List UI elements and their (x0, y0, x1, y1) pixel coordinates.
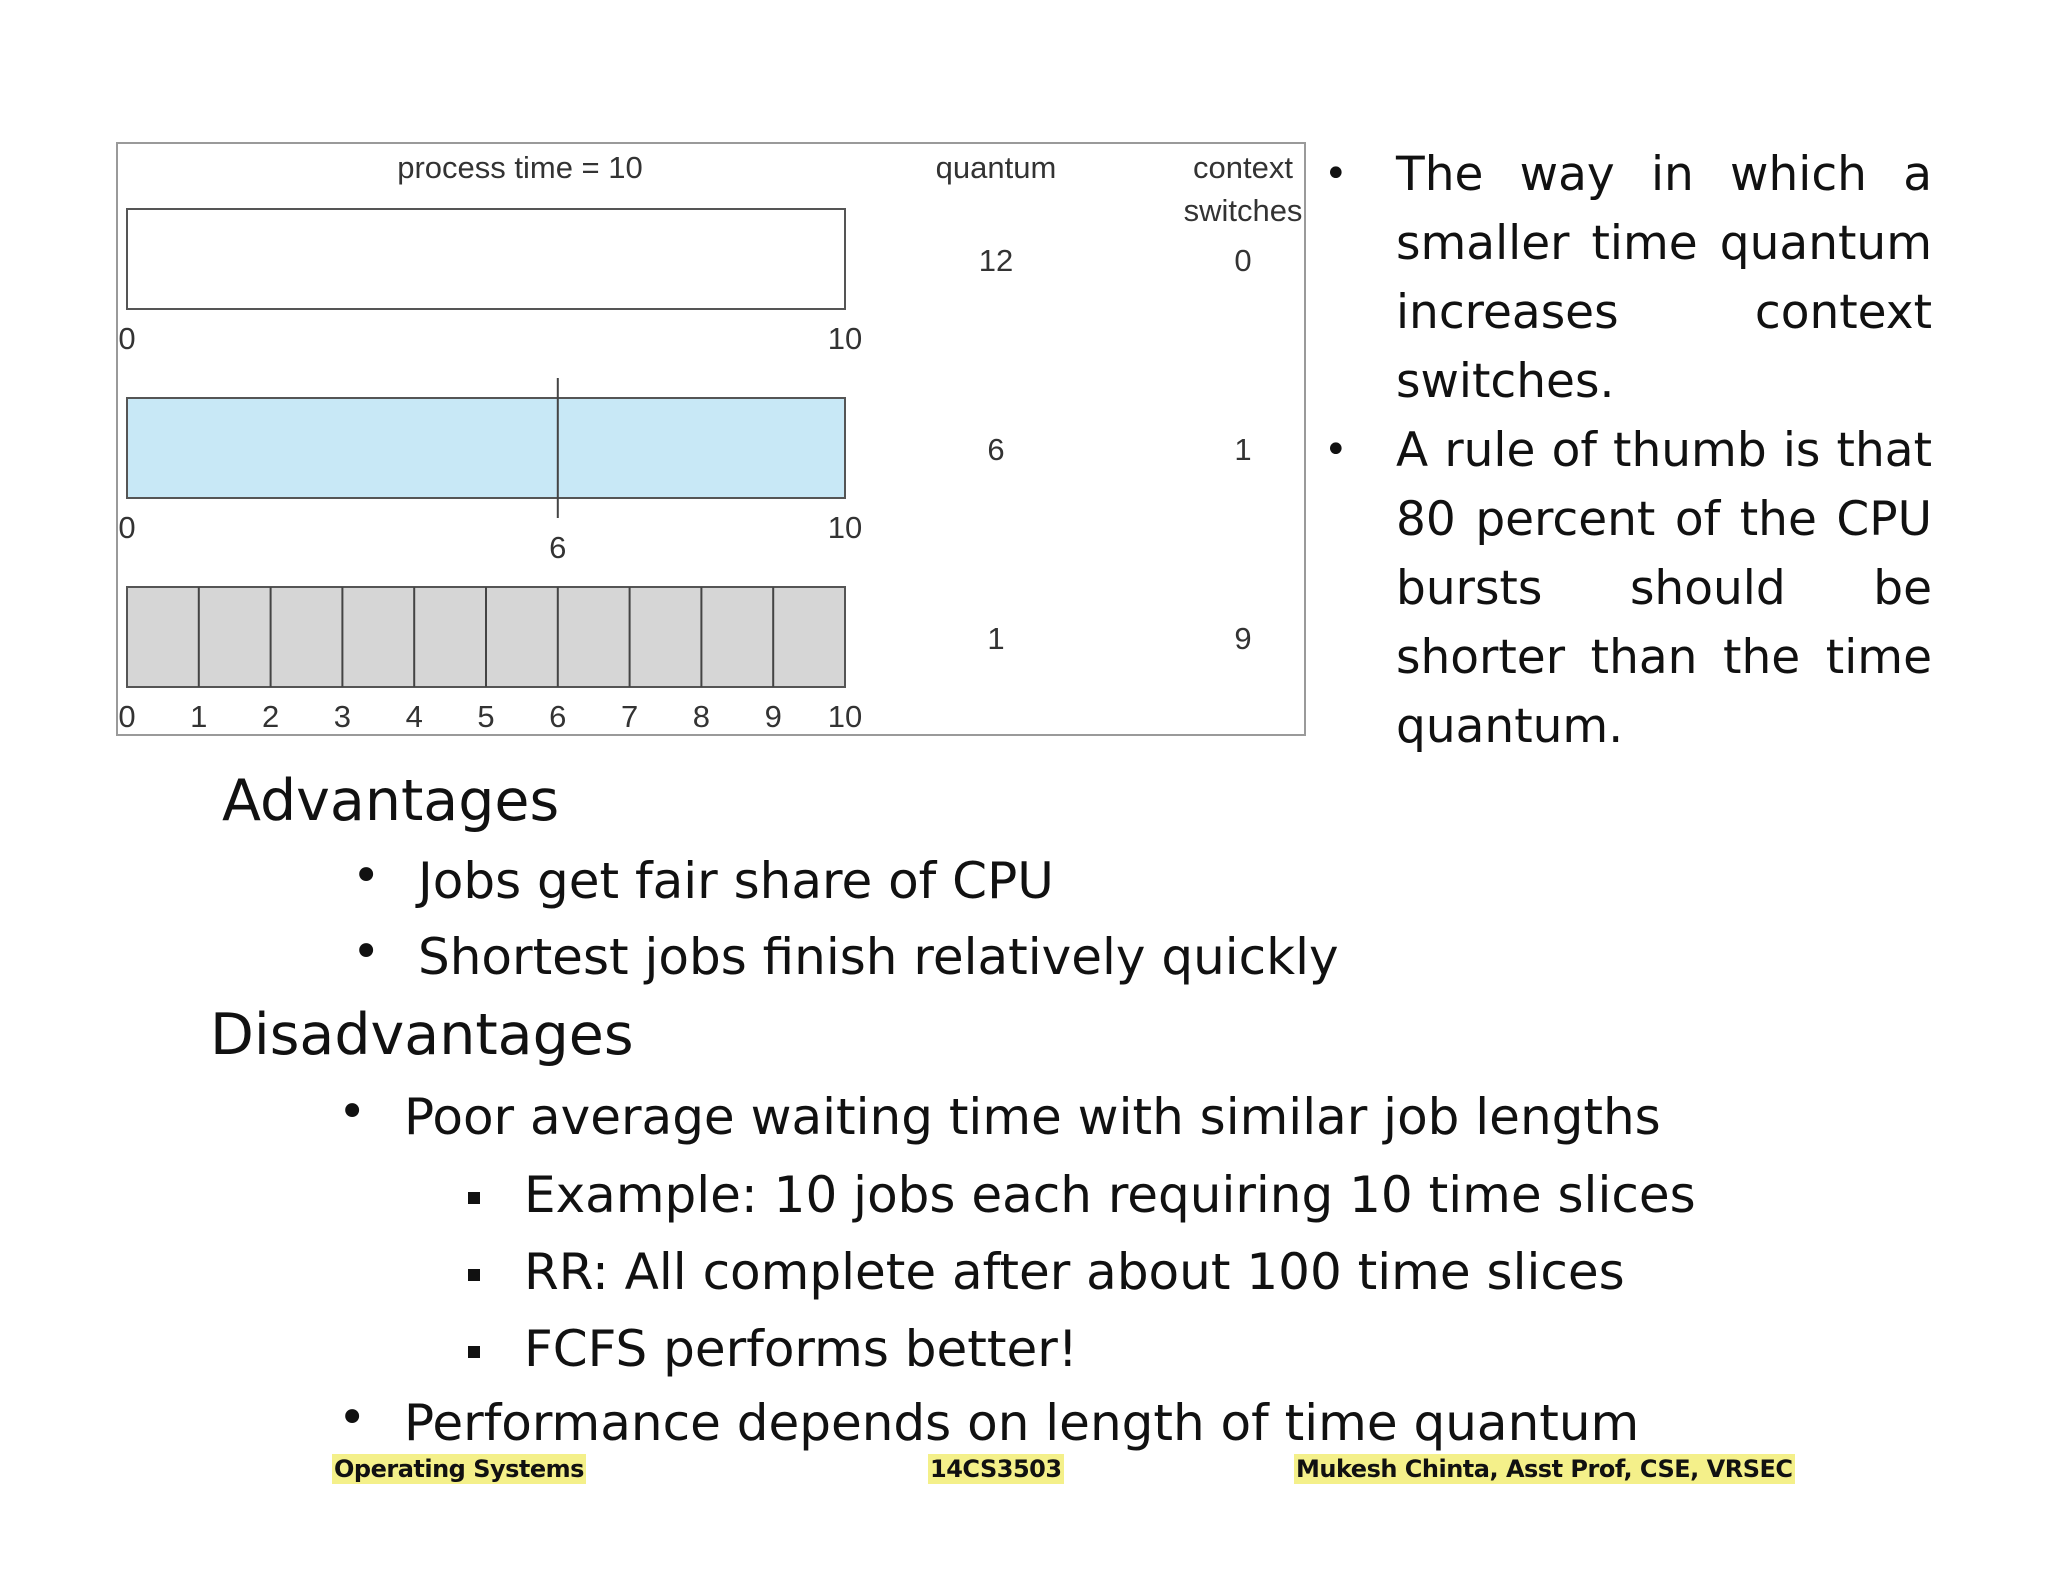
disadvantage-text: Performance depends on length of time qu… (404, 1394, 1640, 1452)
bullet-icon: • (352, 848, 381, 904)
tick-label: 0 (118, 510, 135, 545)
subitem-text: FCFS performs better! (524, 1320, 1078, 1378)
disadvantage-subitem: FCFS performs better! (468, 1320, 1078, 1378)
bullet-icon: • (352, 924, 381, 980)
figure-canvas: process time = 10 quantum context switch… (118, 150, 1303, 734)
subitem-text: Example: 10 jobs each requiring 10 time … (524, 1166, 1696, 1224)
tick-label: 3 (334, 699, 351, 734)
disadvantage-item: • Performance depends on length of time q… (338, 1390, 1640, 1452)
tick-label: 10 (828, 699, 862, 734)
context-header-line2: switches (1184, 193, 1303, 228)
disadvantage-subitem: RR: All complete after about 100 time sl… (468, 1243, 1625, 1301)
note-text: A rule of thumb is that 80 percent of th… (1396, 423, 1932, 754)
tick-label: 1 (190, 699, 207, 734)
quantum-context-switch-figure: process time = 10 quantum context switch… (116, 142, 1306, 736)
footer-course: Operating Systems (332, 1454, 586, 1484)
square-bullet-icon (468, 1346, 480, 1358)
process-bar (126, 208, 846, 310)
footer-code: 14CS3503 (928, 1454, 1064, 1484)
context-switches-value: 0 (1234, 243, 1251, 278)
tick-label: 10 (828, 510, 862, 545)
tick-label: 7 (621, 699, 638, 734)
context-header-line1: context (1193, 150, 1293, 185)
subitem-text: RR: All complete after about 100 time sl… (524, 1243, 1625, 1301)
tick-label: 2 (262, 699, 279, 734)
tick-label: 6 (549, 530, 566, 565)
context-switches-value: 1 (1234, 432, 1251, 467)
process-bar (126, 397, 846, 499)
quantum-value: 12 (979, 243, 1013, 278)
footer-author: Mukesh Chinta, Asst Prof, CSE, VRSEC (1294, 1454, 1795, 1484)
advantage-item: • Jobs get fair share of CPU (352, 848, 1054, 910)
note-text: The way in which a smaller time quantum … (1396, 147, 1932, 409)
bullet-icon: • (338, 1084, 367, 1140)
tick-label: 6 (549, 699, 566, 734)
quantum-value: 1 (987, 621, 1004, 656)
bullet-icon: • (338, 1390, 367, 1446)
tick-label: 4 (406, 699, 423, 734)
tick-label: 0 (118, 321, 135, 356)
advantage-text: Shortest jobs finish relatively quickly (418, 928, 1339, 986)
square-bullet-icon (468, 1192, 480, 1204)
tick-label: 5 (477, 699, 494, 734)
disadvantage-subitem: Example: 10 jobs each requiring 10 time … (468, 1166, 1696, 1224)
tick-label: 10 (828, 321, 862, 356)
advantages-heading: Advantages (222, 768, 560, 834)
process-time-header: process time = 10 (397, 150, 643, 185)
quantum-notes-list: • The way in which a smaller time quantum… (1320, 140, 1932, 761)
square-bullet-icon (468, 1269, 480, 1281)
disadvantages-heading: Disadvantages (210, 1002, 634, 1068)
quantum-value: 6 (987, 432, 1004, 467)
note-item: • The way in which a smaller time quantum… (1320, 140, 1932, 416)
note-item: • A rule of thumb is that 80 percent of t… (1320, 416, 1932, 761)
disadvantage-text: Poor average waiting time with similar j… (404, 1088, 1661, 1146)
quantum-header: quantum (936, 150, 1057, 185)
disadvantage-item: • Poor average waiting time with similar … (338, 1084, 1661, 1146)
advantage-item: • Shortest jobs finish relatively quickly (352, 924, 1339, 986)
context-switches-value: 9 (1234, 621, 1251, 656)
tick-label: 8 (693, 699, 710, 734)
tick-label: 9 (765, 699, 782, 734)
bullet-icon: • (1324, 151, 1348, 197)
bullet-icon: • (1324, 427, 1348, 473)
tick-label: 0 (118, 699, 135, 734)
advantage-text: Jobs get fair share of CPU (418, 852, 1054, 910)
